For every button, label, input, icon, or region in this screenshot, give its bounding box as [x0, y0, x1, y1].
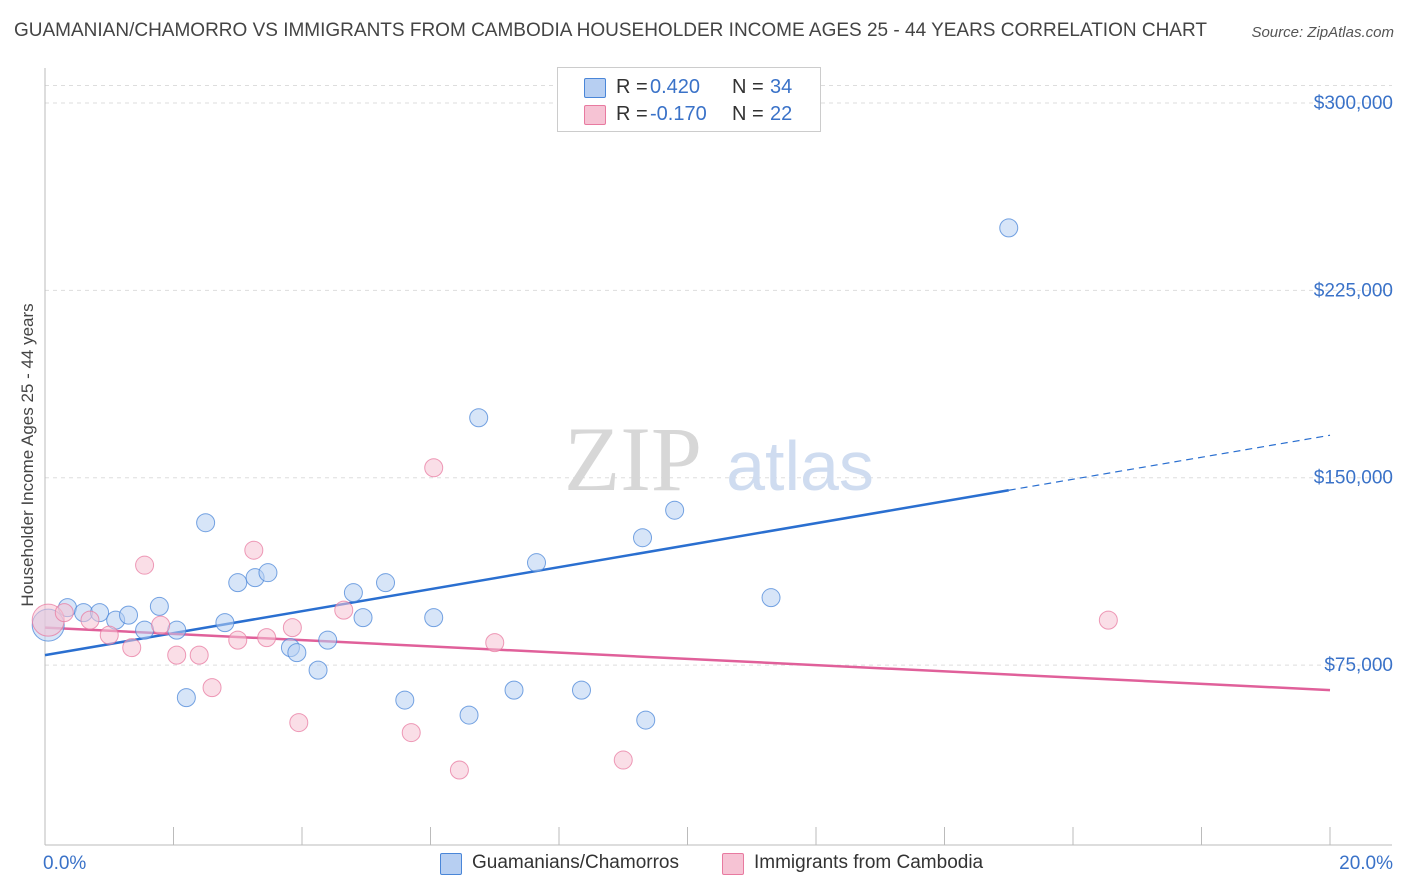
series-swatch-blue [440, 853, 462, 875]
series-label: Immigrants from Cambodia [754, 852, 984, 873]
point-cambodia [485, 633, 505, 653]
point-guamanian [999, 218, 1019, 238]
point-guamanian [633, 528, 653, 548]
point-guamanian [353, 608, 373, 628]
point-cambodia [289, 713, 309, 733]
point-guamanian [308, 660, 328, 680]
point-guamanian [459, 705, 479, 725]
legend-swatch-blue [584, 78, 606, 98]
legend-n-value: 22 [770, 103, 793, 125]
legend-r-value: -0.170 [650, 103, 707, 125]
point-guamanian [469, 408, 489, 428]
point-guamanian [665, 500, 685, 520]
point-cambodia [228, 630, 248, 650]
chart-title: GUAMANIAN/CHAMORRO VS IMMIGRANTS FROM CA… [14, 20, 1207, 41]
legend-n-label: N = [732, 76, 764, 98]
x-tick-label: 20.0% [1339, 853, 1393, 874]
point-cambodia [122, 638, 142, 658]
legend-swatch-pink [584, 105, 606, 125]
point-guamanian [228, 573, 248, 593]
point-guamanian [196, 513, 216, 533]
legend-r-label: R = [616, 103, 648, 125]
series-label: Guamanians/Chamorros [472, 852, 679, 873]
y-tick-label: $300,000 [1314, 93, 1393, 114]
point-guamanian [761, 588, 781, 608]
point-guamanian [258, 563, 278, 583]
point-cambodia [189, 645, 209, 665]
point-guamanian [135, 620, 155, 640]
point-guamanian [287, 643, 307, 663]
y-axis-label: Householder Income Ages 25 - 44 years [18, 303, 37, 607]
point-cambodia [135, 555, 155, 575]
point-guamanian [571, 680, 591, 700]
watermark-atlas: atlas [726, 427, 874, 505]
point-cambodia [99, 625, 119, 645]
watermark-zip: ZIP [564, 408, 702, 510]
y-tick-label: $75,000 [1324, 655, 1393, 676]
trend-line-guamanian-extension [1008, 434, 1331, 491]
point-cambodia [151, 615, 171, 635]
point-guamanian [167, 620, 187, 640]
point-cambodia [167, 645, 187, 665]
point-cambodia [424, 458, 444, 478]
point-guamanian [504, 680, 524, 700]
point-guamanian [636, 710, 656, 730]
series-swatch-pink [722, 853, 744, 875]
legend-n-label: N = [732, 103, 764, 125]
legend-r-value: 0.420 [650, 76, 701, 98]
data-points [31, 218, 1118, 780]
point-guamanian [149, 596, 169, 616]
point-guamanian [376, 573, 396, 593]
point-cambodia [449, 760, 469, 780]
point-guamanian [527, 553, 547, 573]
point-guamanian [395, 690, 415, 710]
point-guamanian [343, 583, 363, 603]
point-guamanian [215, 613, 235, 633]
point-cambodia [257, 628, 277, 648]
watermark: ZIP atlas [564, 408, 874, 510]
legend-r-label: R = [616, 76, 648, 98]
point-cambodia [1098, 610, 1118, 630]
point-cambodia [80, 610, 100, 630]
point-cambodia [282, 618, 302, 638]
correlation-legend: R = 0.420 N = 34 R = -0.170 N = 22 [557, 67, 821, 132]
point-cambodia [202, 678, 222, 698]
legend-n-value: 34 [770, 76, 793, 98]
trend-line-guamanian [44, 488, 1009, 657]
point-cambodia [334, 600, 354, 620]
point-guamanian [176, 688, 196, 708]
point-cambodia [244, 540, 264, 560]
point-guamanian [318, 630, 338, 650]
point-cambodia [613, 750, 633, 770]
source-label: Source: ZipAtlas.com [1251, 24, 1394, 41]
x-tick-label: 0.0% [43, 853, 86, 874]
tick-labels: $75,000 $150,000 $225,000 $300,000 0.0% 20.0% [43, 93, 1393, 874]
point-cambodia [401, 723, 421, 743]
point-guamanian [119, 605, 139, 625]
y-tick-label: $225,000 [1314, 280, 1393, 301]
y-tick-label: $150,000 [1314, 468, 1393, 489]
axes [44, 68, 1392, 846]
point-cambodia [54, 603, 74, 623]
point-guamanian [424, 608, 444, 628]
